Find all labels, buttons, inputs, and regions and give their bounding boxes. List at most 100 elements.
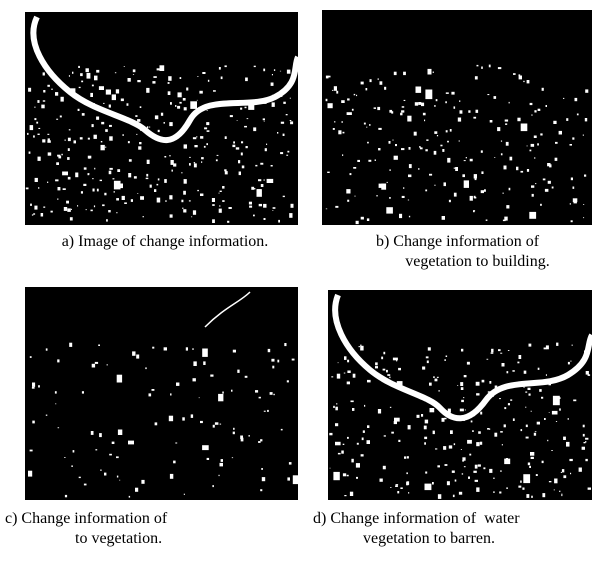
speck (583, 217, 584, 218)
speck (519, 74, 521, 76)
speck (537, 143, 539, 145)
speck (475, 76, 478, 79)
speck (532, 194, 534, 197)
speck (475, 480, 478, 482)
speck (254, 66, 256, 67)
speck (241, 141, 243, 143)
speck (207, 458, 210, 460)
speck (263, 204, 266, 208)
speck (128, 441, 134, 445)
speck (463, 397, 464, 398)
speck (381, 357, 383, 360)
speck (464, 180, 469, 188)
speck (146, 178, 149, 179)
speck (466, 157, 467, 158)
speck (452, 471, 455, 473)
speck (258, 179, 261, 181)
speck (419, 146, 421, 147)
speck (38, 128, 40, 129)
speck (328, 103, 333, 108)
speck (529, 466, 531, 468)
speck (206, 143, 208, 145)
speck (434, 105, 436, 107)
speck (220, 424, 222, 425)
speck (571, 220, 573, 222)
speck (408, 492, 409, 493)
speck (361, 454, 364, 456)
speck (157, 184, 159, 186)
speck (109, 105, 111, 108)
speck (278, 220, 280, 223)
speck (290, 120, 292, 121)
speck (157, 68, 160, 70)
speck (60, 116, 62, 118)
speck (257, 189, 262, 194)
speck (399, 214, 402, 218)
speck (286, 87, 289, 89)
speck (260, 439, 262, 441)
speck (64, 457, 65, 458)
speck (81, 81, 83, 83)
speck (393, 358, 398, 361)
speck (489, 381, 491, 384)
speck (476, 442, 479, 446)
speck (529, 212, 536, 219)
speck (387, 374, 390, 376)
speck (541, 397, 543, 399)
speck (222, 392, 224, 394)
speck (34, 118, 36, 120)
speck (547, 163, 550, 166)
speck (253, 215, 255, 217)
speck (136, 355, 139, 359)
speck (120, 184, 123, 189)
speck (177, 106, 180, 109)
speck (140, 129, 143, 130)
speck (562, 469, 564, 472)
speck (508, 403, 510, 405)
speck (168, 91, 171, 95)
speck (352, 109, 354, 111)
speck (102, 204, 105, 206)
speck (549, 481, 552, 482)
speck (33, 135, 35, 137)
speck (192, 348, 193, 350)
river (33, 17, 298, 140)
speck (275, 97, 278, 99)
speck (69, 129, 71, 130)
speck (255, 165, 257, 167)
speck (67, 208, 71, 212)
speck (391, 432, 394, 434)
speck (41, 105, 44, 109)
speck (246, 146, 248, 148)
speck (520, 481, 522, 483)
speck (523, 81, 524, 82)
speck (542, 493, 545, 497)
speck (88, 156, 92, 159)
speck (519, 355, 522, 359)
speck (168, 76, 171, 81)
speck (286, 114, 288, 115)
speck (241, 153, 243, 156)
speck (390, 487, 391, 488)
speck (474, 174, 477, 178)
speck (451, 92, 454, 95)
speck (175, 105, 176, 107)
speck (538, 368, 540, 370)
speck (474, 197, 476, 199)
speck (454, 106, 456, 108)
speck (237, 370, 239, 373)
speck (218, 394, 223, 401)
speck (530, 103, 533, 105)
speck (335, 442, 341, 446)
speck (292, 359, 295, 361)
speck (565, 377, 567, 378)
speck (263, 69, 265, 72)
speck (197, 100, 198, 101)
speck (534, 157, 535, 158)
speck (62, 172, 68, 176)
speck (395, 144, 397, 146)
speck (454, 443, 455, 445)
speck (504, 459, 510, 465)
speck (512, 370, 514, 372)
speck (267, 410, 269, 412)
